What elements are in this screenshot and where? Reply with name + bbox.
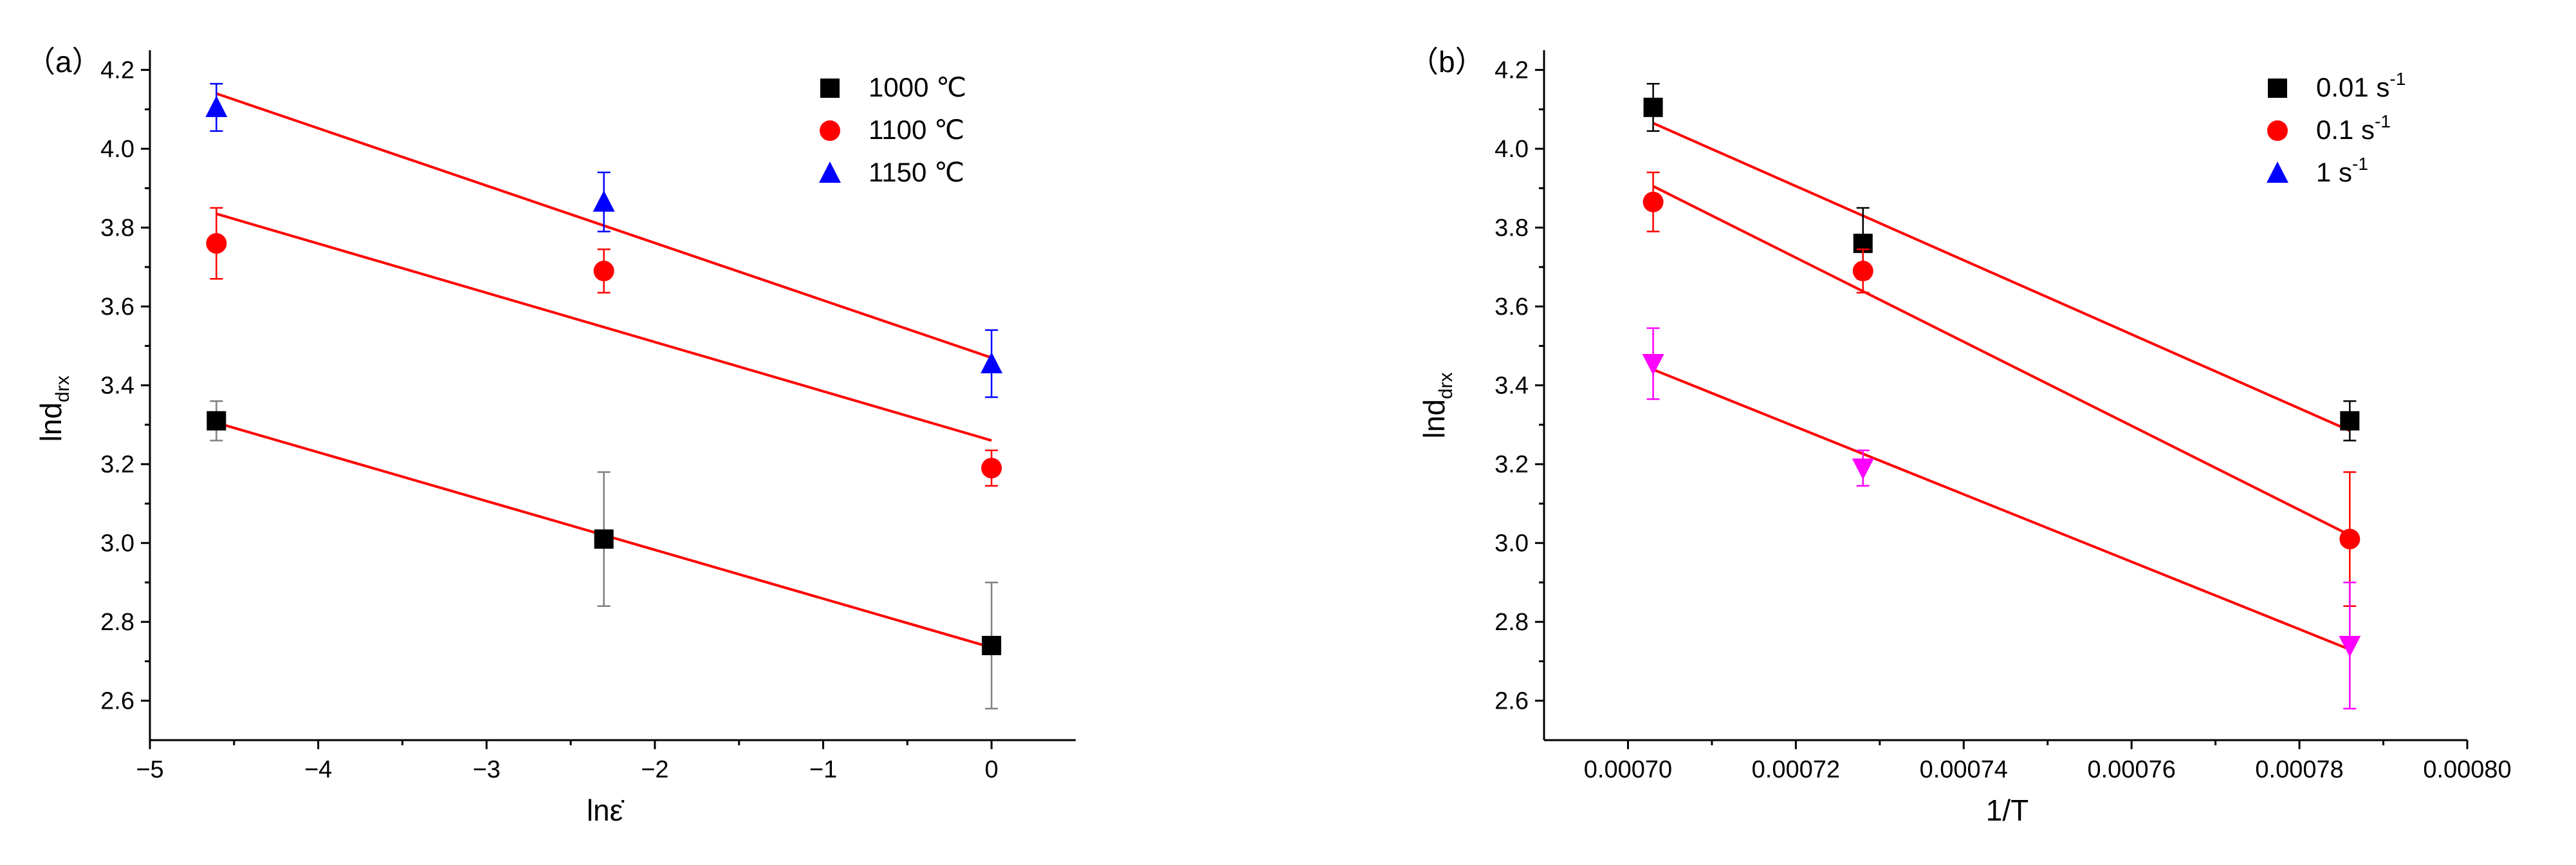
panel-b-y-tick-label: 2.8 (1495, 609, 1529, 636)
panel-b-plot-area: 0.00070 0.00072 0.00074 0.00076 0.00078 0.000… (1495, 50, 2512, 783)
panel-a-x-tick-label: 0 (985, 756, 998, 783)
panel-a-fit-line-2 (216, 212, 992, 442)
panel-b-legend-superscript-1: -1 (2389, 69, 2406, 89)
panel-b-x-tick-label: 0.00070 (1584, 756, 1672, 783)
panel-b-point-series-1 (2340, 411, 2360, 431)
panel-b-x-axis-title: 1/T (1986, 794, 2029, 827)
panel-b-legend-superscript-2: -1 (2375, 111, 2391, 131)
panel-b-fit-line-2 (1652, 185, 2351, 537)
panel-b-fit-line-3 (1652, 368, 2351, 651)
panel-a-point-series-1 (207, 411, 226, 431)
panel-b-point-series-3 (1642, 353, 1664, 375)
panel-a-x-tick-label: −5 (136, 756, 163, 783)
panel-a-y-axis-title-sub: drx (52, 375, 73, 402)
panel-b-y-tick-label: 3.6 (1495, 293, 1529, 321)
panel-a-y-tick-label: 4.0 (100, 136, 134, 163)
panel-a-point-series-2 (206, 233, 227, 254)
panel-a-legend-marker-1 (820, 79, 840, 98)
panel-b-point-series-2 (1642, 191, 1664, 212)
panel-a-y-tick-label: 3.8 (100, 215, 134, 242)
panel-b-legend-label-3: 1 s-1 (2316, 154, 2368, 187)
panel-a-label: （a） (26, 45, 102, 79)
panel-a-point-series-2 (981, 458, 1002, 479)
panel-a-x-tick-label: −3 (473, 756, 501, 783)
panel-b-y-axis-title-sub: drx (1435, 372, 1457, 399)
panel-a-x-axis-title: lnε̇ (587, 794, 625, 827)
panel-a: （a） −5 −4 −3 −2 −1 0 2.6 2.8 3.0 3.2 3.4 3.6 3.8 4.0 4… (26, 45, 1076, 827)
panel-a-point-series-3 (205, 95, 228, 117)
panel-a-legend-label-1: 1000 ℃ (869, 72, 966, 102)
panel-a-legend-marker-3 (819, 162, 841, 183)
panel-b-point-series-2 (2339, 528, 2360, 550)
panel-b-y-tick-label: 3.0 (1495, 530, 1529, 557)
panel-b-point-series-3 (1852, 458, 1874, 480)
panel-a-y-axis-title-main: lnd (34, 402, 68, 442)
panel-a-legend-label-3: 1150 ℃ (869, 157, 964, 187)
panel-b-legend-marker-1 (2268, 79, 2287, 98)
panel-b-y-tick-label: 4.0 (1495, 136, 1529, 163)
panel-b-legend-marker-2 (2267, 120, 2288, 141)
panel-b-x-tick-label: 0.00080 (2423, 756, 2511, 783)
panel-a-plot-area: −5 −4 −3 −2 −1 0 2.6 2.8 3.0 3.2 3.4 3.6 3.8 4.0 4.2 10… (100, 50, 1076, 783)
panel-a-legend: 1000 ℃ 1100 ℃ 1150 ℃ (819, 72, 966, 187)
panel-b-label: （b） (1409, 45, 1485, 79)
panel-a-y-axis-title: lnddrx (34, 375, 73, 442)
panel-a-point-series-1 (982, 635, 1002, 655)
panel-b-fit-line-1 (1652, 122, 2351, 432)
panel-a-point-series-1 (594, 529, 614, 549)
panel-b: （b） 0.00070 0.00072 0.00074 0.00076 0.00078 0… (1409, 45, 2512, 827)
panel-b-legend: 0.01 s-1 0.1 s-1 1 s-1 (2267, 69, 2406, 187)
panel-b-x-tick-label: 0.00072 (1752, 756, 1840, 783)
panel-b-point-series-1 (1643, 97, 1663, 117)
panel-a-y-tick-label: 3.0 (100, 530, 134, 557)
panel-a-y-tick-label: 3.6 (100, 293, 134, 321)
panel-a-point-series-3 (980, 351, 1003, 373)
panel-a-y-tick-label: 2.6 (100, 688, 134, 715)
panel-a-x-tick-label: −2 (641, 756, 668, 783)
panel-b-point-series-3 (2339, 635, 2361, 657)
panel-a-y-tick-label: 3.2 (100, 451, 134, 478)
panel-a-point-series-3 (593, 190, 615, 212)
panel-b-legend-label-2: 0.1 s-1 (2316, 111, 2391, 145)
panel-b-y-tick-label: 3.8 (1495, 215, 1529, 242)
panel-a-legend-marker-2 (820, 120, 840, 141)
panel-b-y-tick-label: 2.6 (1495, 688, 1529, 715)
panel-a-y-tick-label: 3.4 (100, 373, 134, 400)
panel-a-x-axis-title-strain-rate: ε̇ (610, 794, 625, 827)
panel-b-legend-label-1: 0.01 s-1 (2316, 69, 2406, 102)
panel-b-y-axis-title: lnddrx (1417, 372, 1457, 438)
panel-b-legend-superscript-3: -1 (2352, 154, 2368, 174)
panel-b-legend-marker-3 (2267, 162, 2288, 183)
panel-b-x-tick-label: 0.00078 (2255, 756, 2343, 783)
panel-a-point-series-2 (593, 261, 614, 282)
panel-b-y-axis-title-main: lnd (1417, 399, 1451, 438)
panel-a-x-tick-label: −4 (304, 756, 332, 783)
panel-a-y-tick-label: 4.2 (100, 57, 134, 84)
panel-a-y-tick-label: 2.8 (100, 609, 134, 636)
panel-b-y-tick-label: 3.2 (1495, 451, 1529, 478)
panel-a-legend-label-2: 1100 ℃ (869, 115, 964, 145)
panel-a-x-axis-title-ln: ln (587, 794, 610, 827)
panel-b-point-series-2 (1852, 261, 1873, 282)
panel-b-y-tick-label: 3.4 (1495, 373, 1529, 400)
panel-b-x-tick-label: 0.00074 (1920, 756, 2008, 783)
panel-b-y-tick-label: 4.2 (1495, 57, 1529, 84)
panel-a-x-tick-label: −1 (809, 756, 837, 783)
panel-b-x-tick-label: 0.00076 (2087, 756, 2175, 783)
